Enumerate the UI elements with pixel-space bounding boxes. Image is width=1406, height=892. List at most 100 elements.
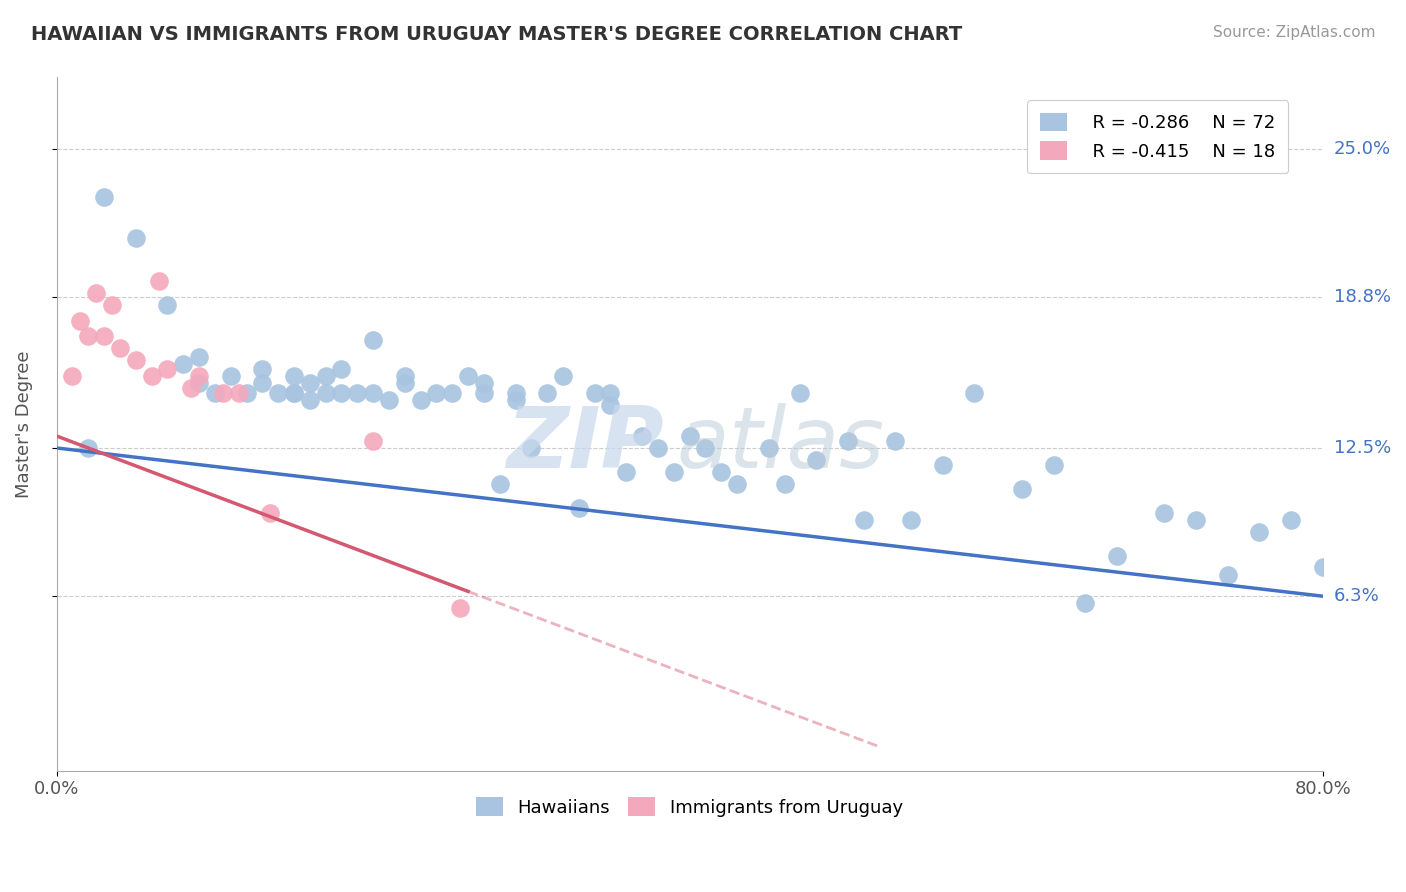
- Point: [108, 341, 131, 355]
- Point: [1153, 506, 1175, 520]
- Point: [884, 434, 907, 448]
- Point: [267, 386, 290, 401]
- Point: [394, 369, 416, 384]
- Point: [758, 441, 780, 455]
- Point: [1042, 458, 1064, 472]
- Point: [188, 369, 211, 384]
- Point: [125, 352, 148, 367]
- Point: [662, 465, 685, 479]
- Point: [283, 386, 305, 401]
- Point: [315, 386, 337, 401]
- Point: [852, 513, 875, 527]
- Point: [1312, 560, 1334, 574]
- Point: [678, 429, 700, 443]
- Point: [62, 369, 84, 384]
- Point: [156, 297, 179, 311]
- Point: [188, 350, 211, 364]
- Point: [378, 393, 401, 408]
- Point: [77, 328, 100, 343]
- Text: ZIP: ZIP: [506, 403, 664, 486]
- Point: [505, 386, 527, 401]
- Point: [1105, 549, 1128, 563]
- Point: [472, 376, 495, 391]
- Text: HAWAIIAN VS IMMIGRANTS FROM URUGUAY MASTER'S DEGREE CORRELATION CHART: HAWAIIAN VS IMMIGRANTS FROM URUGUAY MAST…: [31, 25, 962, 44]
- Point: [1074, 596, 1097, 610]
- Point: [1249, 524, 1271, 539]
- Point: [647, 441, 669, 455]
- Text: Source: ZipAtlas.com: Source: ZipAtlas.com: [1212, 25, 1375, 40]
- Point: [551, 369, 574, 384]
- Text: 18.8%: 18.8%: [1334, 288, 1391, 306]
- Point: [409, 393, 432, 408]
- Point: [235, 386, 257, 401]
- Legend: Hawaiians, Immigrants from Uruguay: Hawaiians, Immigrants from Uruguay: [470, 790, 910, 824]
- Point: [614, 465, 637, 479]
- Text: 12.5%: 12.5%: [1334, 439, 1391, 457]
- Point: [204, 386, 226, 401]
- Point: [125, 230, 148, 244]
- Point: [472, 386, 495, 401]
- Point: [457, 369, 479, 384]
- Point: [361, 386, 384, 401]
- Point: [93, 328, 115, 343]
- Y-axis label: Master's Degree: Master's Degree: [15, 351, 32, 498]
- Point: [1185, 513, 1208, 527]
- Point: [488, 476, 510, 491]
- Point: [211, 386, 233, 401]
- Point: [252, 362, 274, 376]
- Point: [583, 386, 606, 401]
- Point: [346, 386, 368, 401]
- Point: [837, 434, 859, 448]
- Point: [361, 434, 384, 448]
- Point: [315, 369, 337, 384]
- Point: [283, 386, 305, 401]
- Point: [568, 500, 591, 515]
- Point: [695, 441, 717, 455]
- Text: atlas: atlas: [676, 403, 884, 486]
- Point: [449, 601, 471, 615]
- Point: [228, 386, 250, 401]
- Point: [900, 513, 922, 527]
- Point: [806, 453, 828, 467]
- Point: [101, 297, 124, 311]
- Point: [710, 465, 733, 479]
- Point: [69, 314, 91, 328]
- Point: [520, 441, 543, 455]
- Point: [361, 334, 384, 348]
- Point: [789, 386, 811, 401]
- Text: 6.3%: 6.3%: [1334, 587, 1379, 605]
- Point: [932, 458, 955, 472]
- Point: [172, 357, 194, 371]
- Point: [725, 476, 748, 491]
- Point: [631, 429, 654, 443]
- Point: [148, 274, 170, 288]
- Point: [963, 386, 986, 401]
- Point: [93, 190, 115, 204]
- Point: [141, 369, 163, 384]
- Point: [283, 369, 305, 384]
- Point: [599, 386, 621, 401]
- Point: [298, 376, 321, 391]
- Point: [156, 362, 179, 376]
- Point: [1011, 482, 1033, 496]
- Point: [259, 506, 281, 520]
- Point: [77, 441, 100, 455]
- Point: [599, 398, 621, 412]
- Point: [219, 369, 242, 384]
- Point: [425, 386, 447, 401]
- Point: [1216, 567, 1239, 582]
- Point: [441, 386, 464, 401]
- Point: [505, 393, 527, 408]
- Point: [252, 376, 274, 391]
- Point: [188, 376, 211, 391]
- Point: [773, 476, 796, 491]
- Point: [330, 386, 353, 401]
- Point: [330, 362, 353, 376]
- Point: [84, 285, 107, 300]
- Point: [1279, 513, 1302, 527]
- Point: [536, 386, 558, 401]
- Text: 25.0%: 25.0%: [1334, 140, 1391, 158]
- Point: [394, 376, 416, 391]
- Point: [180, 381, 202, 395]
- Point: [298, 393, 321, 408]
